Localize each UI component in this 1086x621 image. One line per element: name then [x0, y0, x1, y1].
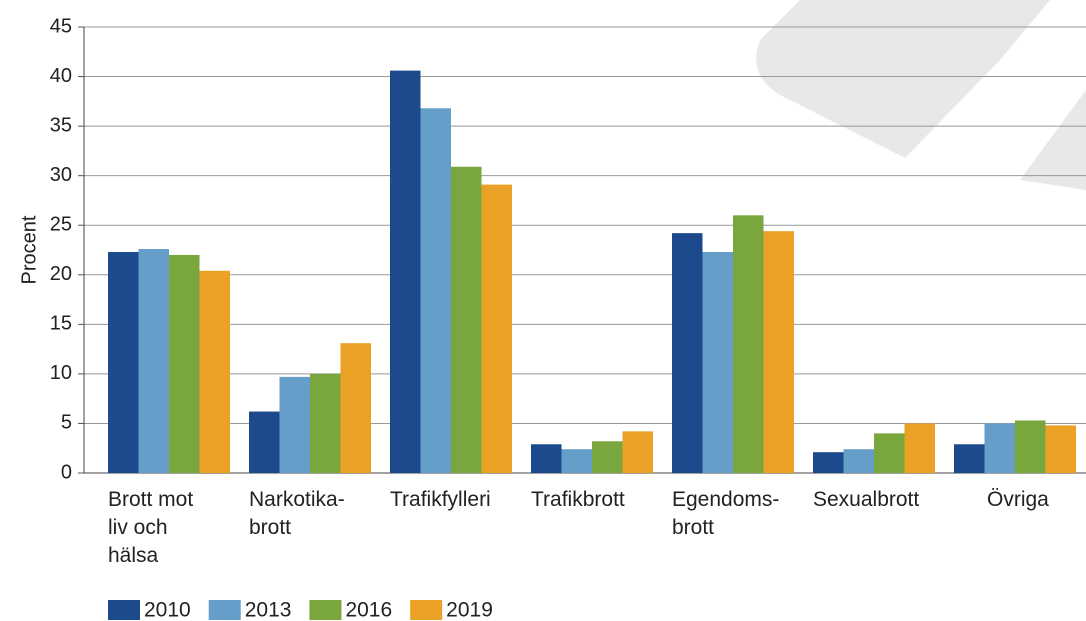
- y-axis-label: Procent: [18, 215, 40, 284]
- legend-label: 2013: [245, 599, 292, 621]
- bar: [420, 108, 451, 473]
- bar: [763, 231, 794, 473]
- y-tick-label: 0: [61, 461, 72, 483]
- bar: [672, 233, 703, 473]
- bar: [340, 343, 371, 473]
- legend-label: 2016: [345, 599, 392, 621]
- y-tick-label: 20: [50, 263, 72, 285]
- bar: [733, 215, 764, 474]
- x-tick-label: Trafikfylleri: [390, 488, 491, 511]
- y-tick-label: 30: [50, 164, 72, 186]
- bar: [169, 254, 200, 473]
- y-tick-label: 10: [50, 362, 72, 384]
- bar: [279, 376, 310, 473]
- bar: [531, 444, 562, 473]
- y-tick-label: 25: [50, 214, 72, 236]
- bar: [954, 444, 985, 473]
- legend-swatch: [108, 600, 140, 620]
- legend-swatch: [309, 600, 342, 620]
- x-tick-label: Övriga: [987, 488, 1049, 511]
- y-tick-label: 35: [50, 114, 72, 136]
- bar: [390, 70, 421, 473]
- bar: [622, 431, 653, 473]
- bar: [813, 452, 844, 473]
- bar: [138, 249, 169, 473]
- legend-swatch: [410, 600, 443, 620]
- bar: [561, 449, 592, 473]
- x-tick-label: Sexualbrott: [813, 488, 920, 511]
- bar: [592, 441, 623, 473]
- background-shape: [756, 0, 1050, 158]
- background-shape: [1020, 90, 1086, 190]
- y-tick-label: 15: [50, 313, 72, 335]
- x-tick-label: Trafikbrott: [531, 488, 625, 511]
- legend-label: 2019: [446, 599, 493, 621]
- bar: [1015, 420, 1046, 473]
- y-tick-label: 5: [61, 412, 72, 434]
- y-tick-label: 45: [50, 15, 72, 37]
- bar: [249, 411, 280, 473]
- x-tick-label: Egendoms- brott: [672, 488, 780, 539]
- bar: [1045, 425, 1076, 473]
- bar: [310, 373, 341, 473]
- x-tick-label: Narkotika- brott: [249, 488, 345, 539]
- bar: [874, 433, 905, 473]
- bar: [451, 166, 482, 473]
- y-tick-label: 40: [50, 65, 72, 87]
- bar: [481, 184, 512, 473]
- bar: [702, 251, 733, 473]
- x-tick-label: Brott mot liv och hälsa: [108, 488, 194, 567]
- bar: [199, 270, 230, 473]
- bar: [843, 449, 874, 473]
- legend-label: 2010: [144, 599, 191, 621]
- bar: [984, 423, 1015, 473]
- legend-swatch: [208, 600, 241, 620]
- bar: [904, 423, 935, 473]
- bar: [108, 251, 139, 473]
